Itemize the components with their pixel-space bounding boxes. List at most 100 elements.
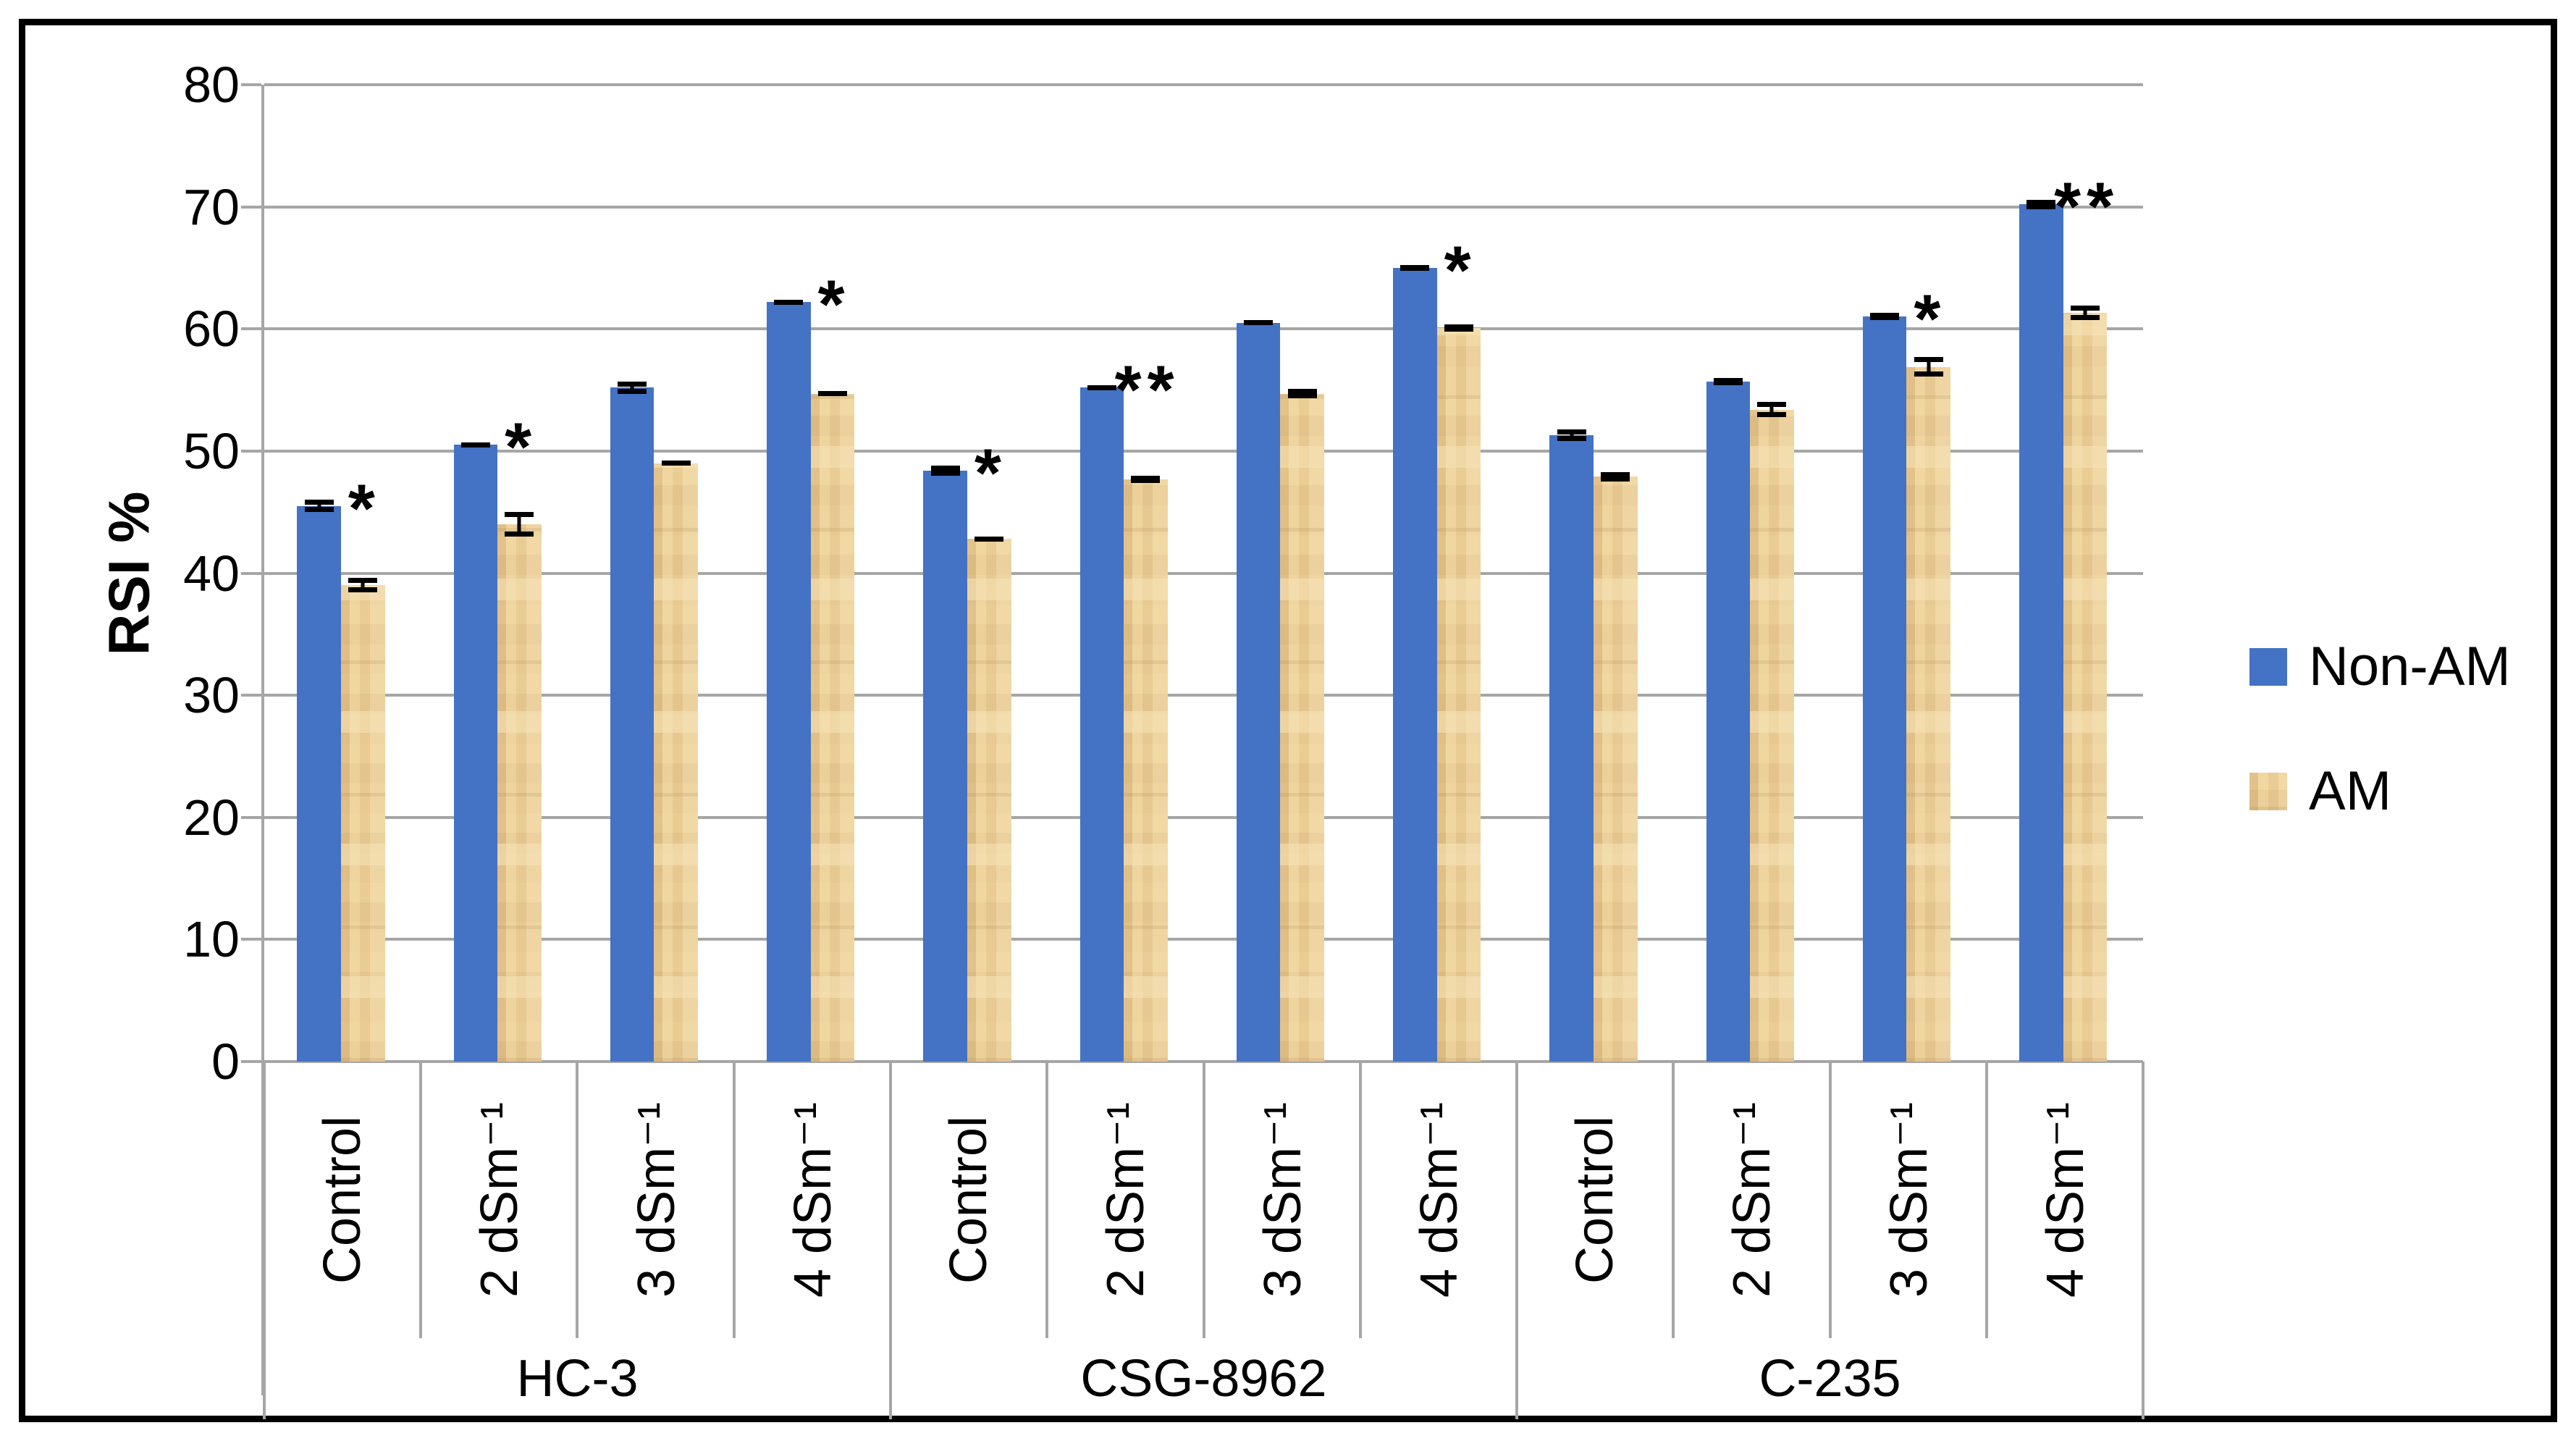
y-tick-mark-70 — [241, 205, 261, 209]
group-label: CSG-8962 — [1080, 1350, 1327, 1408]
error-bar-non-am-2 — [618, 381, 647, 394]
category-label: 4 dSm⁻¹ — [2036, 1101, 2095, 1298]
category-label: Control — [1566, 1115, 1625, 1285]
y-tick-mark-10 — [241, 938, 261, 941]
y-axis-tick-labels: 0 10 20 30 40 50 60 70 80 — [25, 59, 240, 1087]
bar-am-3 — [810, 393, 855, 1062]
error-cap-bottom — [1914, 371, 1943, 377]
y-tick-label-80: 80 — [183, 56, 240, 113]
error-cap-bottom — [304, 507, 334, 513]
group-label: HC-3 — [516, 1350, 639, 1408]
bar-non-am-2 — [610, 387, 654, 1062]
y-tick-label-10: 10 — [183, 911, 240, 968]
category-cell-9: 2 dSm⁻¹ — [1673, 1062, 1830, 1338]
error-cap-bottom — [1601, 476, 1630, 482]
group-label: C-235 — [1759, 1350, 1901, 1408]
y-tick-label-0: 0 — [211, 1033, 240, 1090]
category-label: 4 dSm⁻¹ — [1410, 1101, 1468, 1298]
category-cell-1: 2 dSm⁻¹ — [421, 1062, 577, 1338]
category-label: 3 dSm⁻¹ — [1880, 1101, 1938, 1298]
error-cap-bottom — [817, 391, 847, 396]
category-cell-3: 4 dSm⁻¹ — [734, 1062, 891, 1338]
y-tick-label-30: 30 — [183, 667, 240, 724]
bar-am-4 — [967, 539, 1011, 1062]
category-label: Control — [940, 1115, 998, 1285]
gridline-y-50 — [264, 449, 2143, 453]
plot-area: * * * * ** * * ** — [241, 83, 2143, 1395]
error-stem — [517, 512, 521, 537]
category-label: Control — [313, 1115, 372, 1285]
error-bar-non-am-9 — [1713, 377, 1743, 385]
y-axis-line — [261, 85, 264, 1395]
category-separator — [419, 1062, 423, 1338]
category-separator — [1672, 1062, 1675, 1338]
bar-non-am-3 — [767, 302, 811, 1062]
category-cell-4: Control — [891, 1062, 1047, 1338]
category-cell-6: 3 dSm⁻¹ — [1204, 1062, 1360, 1338]
error-bar-am-6 — [1287, 388, 1317, 399]
error-cap-bottom — [1087, 385, 1116, 390]
category-separator — [576, 1062, 579, 1338]
bar-am-7 — [1436, 327, 1481, 1062]
error-stem — [1570, 429, 1574, 442]
bar-slot-0: * — [264, 85, 421, 1062]
error-bar-non-am-8 — [1557, 429, 1586, 442]
error-cap-bottom — [505, 531, 534, 537]
error-bar-am-0 — [348, 578, 378, 593]
error-bar-non-am-10 — [1870, 313, 1900, 321]
bar-non-am-8 — [1549, 434, 1594, 1062]
category-cell-10: 3 dSm⁻¹ — [1830, 1062, 1987, 1338]
error-stem — [317, 500, 321, 513]
bar-am-2 — [654, 463, 698, 1062]
category-separator — [1358, 1062, 1362, 1338]
gridline-y-10 — [264, 938, 2143, 941]
category-label: 2 dSm⁻¹ — [471, 1101, 529, 1298]
category-cell-7: 4 dSm⁻¹ — [1360, 1062, 1517, 1338]
error-bar-am-7 — [1444, 324, 1473, 332]
error-bar-am-11 — [2070, 306, 2100, 321]
legend-item-am: AM — [2249, 764, 2511, 819]
bar-slot-6 — [1204, 85, 1360, 1062]
error-cap-bottom — [1400, 265, 1430, 271]
group-separator — [889, 1062, 892, 1419]
bar-slot-5: ** — [1047, 85, 1203, 1062]
y-tick-mark-80 — [241, 83, 261, 86]
significance-marker-1: * — [505, 408, 538, 486]
bar-am-10 — [1906, 366, 1950, 1062]
error-bar-am-4 — [975, 536, 1004, 542]
bar-slot-10: * — [1830, 85, 1987, 1062]
significance-marker-7: * — [1444, 232, 1477, 309]
error-cap-bottom — [1757, 411, 1787, 417]
significance-marker-10: * — [1914, 280, 1947, 358]
figure-border: RSI % 0 10 20 30 40 50 60 70 80 * * * * ** * * ** Contr… — [19, 19, 2557, 1422]
bar-slot-9 — [1673, 85, 1830, 1062]
y-tick-label-20: 20 — [183, 789, 240, 846]
bar-am-6 — [1280, 393, 1324, 1062]
bar-non-am-10 — [1862, 316, 1907, 1062]
bar-slot-1: * — [421, 85, 577, 1062]
error-cap-bottom — [975, 536, 1004, 542]
error-cap-bottom — [1287, 393, 1317, 399]
error-cap-bottom — [1870, 315, 1900, 321]
y-tick-mark-50 — [241, 449, 261, 453]
error-stem — [1769, 402, 1774, 417]
error-bar-am-5 — [1131, 475, 1161, 483]
error-stem — [1927, 357, 1931, 377]
category-cell-5: 2 dSm⁻¹ — [1047, 1062, 1203, 1338]
error-cap-bottom — [1131, 477, 1161, 483]
y-tick-mark-0 — [241, 1060, 261, 1063]
gridline-y-20 — [264, 815, 2143, 819]
error-bar-am-3 — [817, 391, 847, 397]
error-bar-am-1 — [505, 512, 534, 537]
legend-label-non-am: Non-AM — [2309, 636, 2511, 697]
legend: Non-AM AM — [2249, 639, 2511, 819]
legend-swatch-am — [2249, 773, 2287, 810]
bar-am-8 — [1593, 476, 1638, 1062]
error-bar-am-8 — [1601, 471, 1630, 482]
error-bar-non-am-3 — [774, 299, 804, 305]
bar-slot-8 — [1517, 85, 1673, 1062]
y-tick-mark-40 — [241, 571, 261, 575]
error-cap-bottom — [348, 587, 378, 593]
error-cap-bottom — [2026, 204, 2056, 209]
error-cap-bottom — [1244, 320, 1274, 326]
